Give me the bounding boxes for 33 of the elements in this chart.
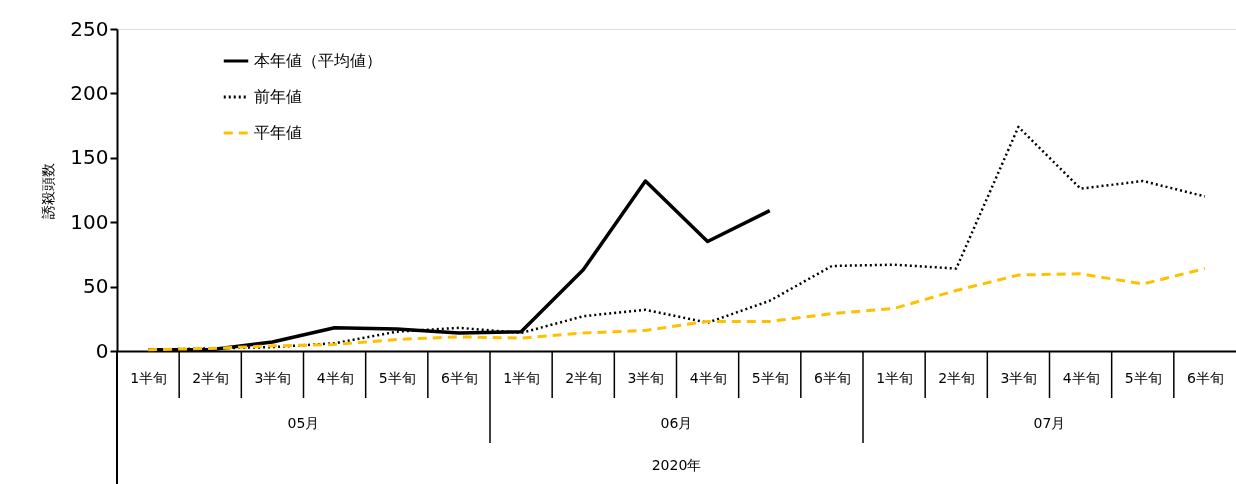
y-tick-label: 150 [70,145,109,170]
x-tick-label: 4半旬 [689,369,727,386]
text: 05月 [287,415,320,431]
x-tick-label: 5半旬 [751,369,789,386]
text: 06月 [660,415,693,431]
x-tick-label: 3半旬 [1000,369,1038,386]
x-tick-label: 6半旬 [813,369,851,386]
legend-label: 平年値 [254,123,302,142]
x-tick-label: 5半旬 [1124,369,1162,386]
y-tick-label: 250 [70,16,109,41]
x-tick-label: 3半旬 [627,369,665,386]
y-tick-label: 100 [70,209,109,234]
legend-label: 前年値 [254,87,302,106]
x-tick-label: 2半旬 [938,369,976,386]
y-tick-label: 0 [95,338,109,363]
text: 2020年 [651,457,702,473]
x-tick-label: 6半旬 [1186,369,1224,386]
x-tick-label: 3半旬 [254,369,292,386]
x-tick-label: 1半旬 [876,369,914,386]
x-tick-label: 2半旬 [565,369,603,386]
x-tick-label: 1半旬 [503,369,541,386]
text: 07月 [1033,415,1066,431]
x-tick-label: 2半旬 [192,369,230,386]
legend-label: 本年値（平均値） [254,51,382,70]
line-series [146,267,1207,352]
y-axis-title: 誘殺頭数 [40,162,57,219]
y-tick-label: 200 [70,80,109,105]
x-tick-label: 4半旬 [316,369,354,386]
x-tick-label: 1半旬 [130,369,168,386]
x-tick-label: 4半旬 [1062,369,1100,386]
y-tick-label: 50 [83,274,109,299]
x-tick-label: 5半旬 [378,369,416,386]
x-tick-label: 6半旬 [440,369,478,386]
